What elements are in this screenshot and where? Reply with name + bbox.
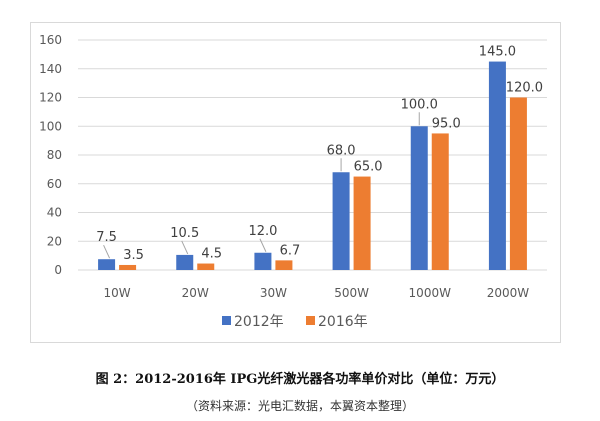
- y-tick-label: 0: [54, 263, 62, 277]
- bar-2012年-1000W: [410, 126, 428, 270]
- legend-label: 2016年: [318, 314, 368, 330]
- x-tick-label: 1000W: [409, 286, 452, 300]
- bar-2012年-2000W: [488, 61, 506, 270]
- data-label: 68.0: [327, 143, 356, 158]
- bar-2016年-1000W: [431, 133, 449, 270]
- data-label: 145.0: [479, 45, 516, 60]
- bar-2016年-500W: [353, 176, 371, 270]
- y-tick-label: 80: [47, 148, 62, 162]
- y-tick-label: 20: [47, 234, 62, 248]
- data-label: 12.0: [248, 224, 277, 239]
- y-tick-label: 120: [39, 91, 62, 105]
- data-label: 65.0: [354, 160, 383, 175]
- figure-caption: 图 2：2012-2016年 IPG光纤激光器各功率单价对比（单位：万元）: [95, 372, 505, 387]
- data-label: 10.5: [170, 226, 199, 241]
- bar-2016年-2000W: [509, 97, 527, 270]
- leader-line: [259, 238, 267, 252]
- y-tick-label: 60: [47, 177, 62, 191]
- x-tick-label: 2000W: [487, 286, 530, 300]
- y-tick-label: 40: [47, 206, 62, 220]
- y-tick-label: 160: [39, 33, 62, 47]
- data-label: 100.0: [401, 97, 438, 112]
- data-label: 120.0: [506, 81, 543, 96]
- data-label: 7.5: [96, 230, 117, 245]
- legend-swatch-2012年: [222, 316, 231, 325]
- bar-2016年-30W: [275, 260, 293, 270]
- bar-2012年-10W: [98, 259, 116, 270]
- data-label: 95.0: [432, 116, 461, 131]
- y-tick-label: 140: [39, 62, 62, 76]
- bar-2012年-30W: [254, 252, 272, 270]
- legend-label: 2012年: [234, 314, 284, 330]
- x-tick-label: 20W: [182, 286, 209, 300]
- leader-line: [103, 245, 111, 259]
- legend-swatch-2016年: [306, 316, 315, 325]
- leader-line: [181, 240, 189, 255]
- bar-2016年-20W: [197, 263, 215, 270]
- data-label: 6.7: [280, 243, 301, 258]
- bar-2012年-500W: [332, 172, 350, 270]
- bar-2012年-20W: [176, 254, 194, 270]
- bar-2016年-10W: [119, 264, 137, 270]
- source-note: （资料来源：光电汇数据，本翼资本整理）: [185, 399, 414, 413]
- x-tick-label: 500W: [334, 286, 369, 300]
- x-tick-label: 30W: [260, 286, 287, 300]
- chart-frame: [30, 22, 561, 343]
- y-tick-label: 100: [39, 119, 62, 133]
- data-label: 3.5: [123, 248, 144, 263]
- data-label: 4.5: [201, 247, 222, 262]
- x-tick-label: 10W: [104, 286, 131, 300]
